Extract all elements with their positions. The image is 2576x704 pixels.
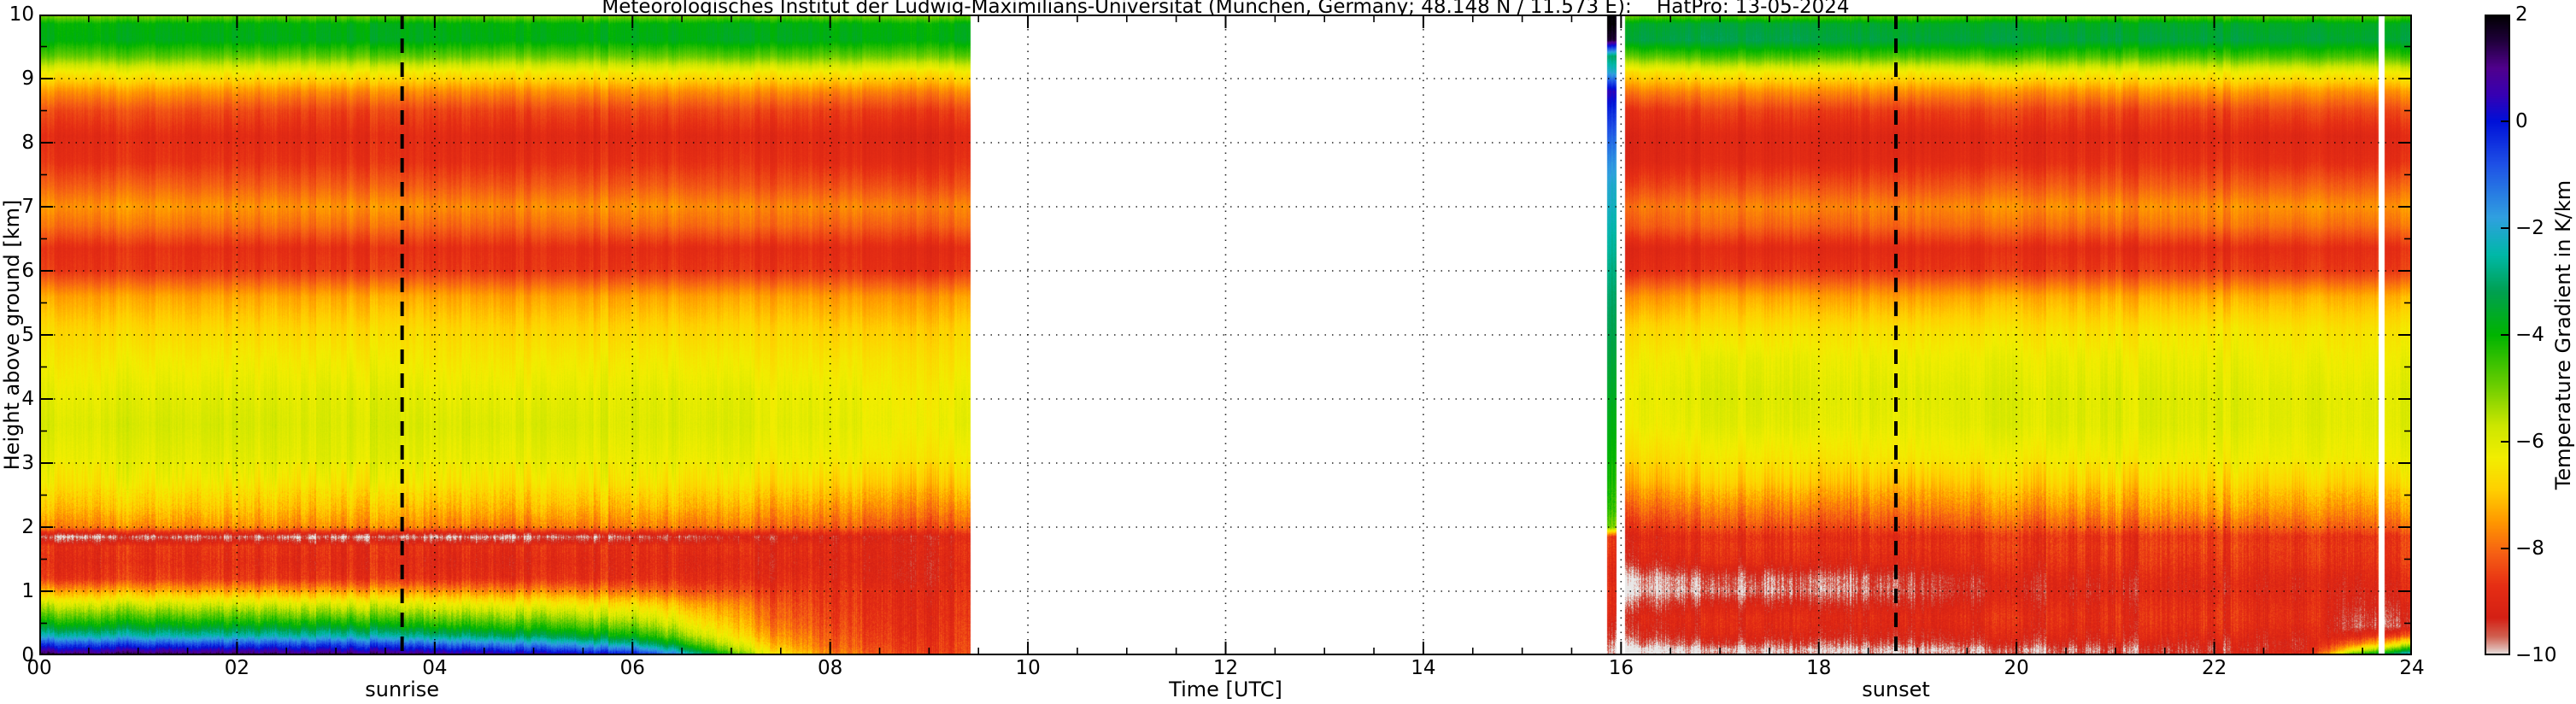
y-tick-label: 10 — [9, 3, 34, 26]
x-axis-label: Time [UTC] — [1169, 678, 1282, 701]
colorbar-tick-label: 0 — [2515, 110, 2528, 132]
colorbar-overlay — [2485, 15, 2510, 655]
x-tick-label: 18 — [1806, 657, 1832, 679]
y-tick-label: 4 — [21, 388, 34, 410]
y-tick-label: 8 — [21, 132, 34, 154]
y-tick-label: 2 — [21, 516, 34, 538]
colorbar-label: Temperature Gradient in K/km — [2551, 179, 2575, 490]
x-tick-label: 22 — [2201, 657, 2227, 679]
y-tick-labels: 0 1 2 3 4 5 6 7 8 9 10 — [0, 0, 39, 704]
sunrise-label: sunrise — [365, 678, 440, 701]
y-tick-label: 0 — [21, 644, 34, 666]
colorbar — [2485, 15, 2510, 655]
x-tick-label: 02 — [224, 657, 250, 679]
y-tick-label: 3 — [21, 452, 34, 474]
x-tick-label: 20 — [2004, 657, 2029, 679]
x-tick-label: 10 — [1015, 657, 1041, 679]
x-tick-label: 24 — [2399, 657, 2425, 679]
x-tick-label: 04 — [422, 657, 448, 679]
x-tick-label: 06 — [619, 657, 645, 679]
plot-title: Meteorologisches Institut der Ludwig-Max… — [601, 0, 1850, 18]
x-tick-label: 14 — [1411, 657, 1436, 679]
plot-overlay — [39, 15, 2412, 655]
colorbar-tick-label: −8 — [2515, 537, 2544, 560]
colorbar-tick-label: −6 — [2515, 431, 2544, 453]
x-tick-label: 16 — [1608, 657, 1634, 679]
y-tick-label: 5 — [21, 324, 34, 346]
sunset-label: sunset — [1862, 678, 1930, 701]
colorbar-frame — [2485, 15, 2510, 655]
colorbar-tick-label: 2 — [2515, 3, 2528, 26]
x-tick-labels: 00 02 04 06 08 10 12 14 16 18 20 22 24 — [0, 657, 2576, 680]
colorbar-tick-label: −4 — [2515, 324, 2544, 346]
colorbar-tick-label: −2 — [2515, 217, 2544, 239]
x-tick-label: 00 — [26, 657, 52, 679]
plot-frame — [39, 15, 2412, 655]
y-tick-label: 7 — [21, 196, 34, 218]
x-tick-label: 08 — [818, 657, 843, 679]
plot-area — [39, 15, 2412, 655]
y-tick-label: 6 — [21, 260, 34, 282]
x-tick-label: 12 — [1212, 657, 1239, 679]
y-tick-label: 1 — [21, 580, 34, 602]
y-tick-label: 9 — [21, 67, 34, 90]
